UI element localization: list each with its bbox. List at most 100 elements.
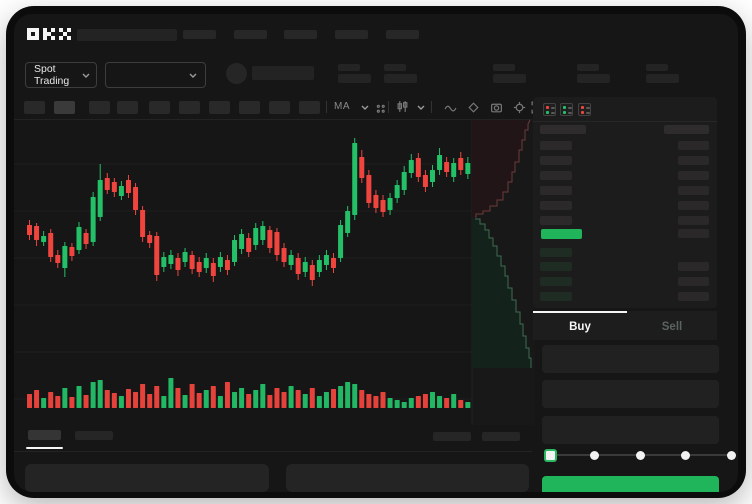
bottom-panel-skeleton bbox=[25, 464, 269, 492]
slider-stop[interactable] bbox=[636, 451, 645, 460]
orderbook-divider bbox=[533, 121, 717, 122]
nav-item-skeleton[interactable] bbox=[386, 30, 419, 39]
search-bar-skeleton[interactable] bbox=[77, 29, 177, 41]
timeframe-slot-skeleton[interactable] bbox=[299, 101, 320, 114]
bid-size-skeleton[interactable] bbox=[678, 277, 709, 286]
ask-size-skeleton[interactable] bbox=[678, 201, 709, 210]
order-total-input-skeleton[interactable] bbox=[542, 416, 719, 444]
instrument-name-skeleton bbox=[252, 66, 314, 80]
timeframe-slot-skeleton[interactable] bbox=[209, 101, 230, 114]
camera-icon[interactable] bbox=[490, 101, 503, 114]
section-divider bbox=[14, 451, 532, 452]
slider-stop[interactable] bbox=[590, 451, 599, 460]
ticker-stat-value-skeleton bbox=[577, 74, 610, 83]
ask-price-skeleton[interactable] bbox=[540, 141, 572, 150]
ask-size-skeleton[interactable] bbox=[678, 216, 709, 225]
ticker-stat-label-skeleton bbox=[384, 64, 406, 71]
settings-icon[interactable] bbox=[513, 101, 526, 114]
buy-submit-button[interactable] bbox=[542, 476, 719, 492]
bottom-panel-skeleton bbox=[286, 464, 529, 492]
ask-price-skeleton[interactable] bbox=[540, 171, 572, 180]
ask-price-skeleton[interactable] bbox=[540, 216, 572, 225]
app-surface: Spot Trading MA bbox=[14, 14, 738, 492]
toolbar-divider bbox=[14, 119, 532, 120]
nav-item-skeleton[interactable] bbox=[284, 30, 317, 39]
bid-size-skeleton[interactable] bbox=[678, 292, 709, 301]
ticker-stat-label-skeleton bbox=[493, 64, 515, 71]
ask-price-skeleton[interactable] bbox=[540, 156, 572, 165]
app-window: Spot Trading MA bbox=[6, 6, 746, 498]
ticker-stat-value-skeleton bbox=[646, 74, 679, 83]
gridlines bbox=[14, 163, 472, 400]
timeframe-slot-skeleton[interactable] bbox=[149, 101, 170, 114]
market-type-dropdown[interactable]: Spot Trading bbox=[25, 62, 97, 88]
sell-tab[interactable]: Sell bbox=[661, 320, 683, 333]
timeframe-slot-skeleton[interactable] bbox=[54, 101, 75, 114]
ask-size-skeleton[interactable] bbox=[678, 186, 709, 195]
ma-indicator-label[interactable]: MA bbox=[334, 101, 350, 112]
price-chart bbox=[14, 119, 535, 425]
last-price-size-skeleton[interactable] bbox=[678, 229, 709, 238]
ticker-stat-value-skeleton bbox=[493, 74, 526, 83]
nav-item-skeleton[interactable] bbox=[335, 30, 368, 39]
chart-option-skeleton[interactable] bbox=[482, 432, 520, 441]
chevron-down-icon bbox=[82, 73, 90, 78]
order-tab-bar bbox=[533, 311, 717, 340]
avatar[interactable] bbox=[226, 63, 247, 84]
ask-size-skeleton[interactable] bbox=[678, 141, 709, 150]
depth-asks bbox=[472, 119, 531, 218]
order-price-input-skeleton[interactable] bbox=[542, 345, 719, 373]
chevron-down-icon[interactable] bbox=[417, 105, 425, 110]
candle-style-icon[interactable] bbox=[396, 100, 409, 113]
nav-item-skeleton[interactable] bbox=[183, 30, 216, 39]
chevron-down-icon bbox=[189, 73, 197, 78]
slider-stop[interactable] bbox=[727, 451, 736, 460]
ask-price-skeleton[interactable] bbox=[540, 186, 572, 195]
ask-size-skeleton[interactable] bbox=[678, 156, 709, 165]
slider-handle[interactable] bbox=[544, 449, 557, 462]
depth-bids bbox=[472, 218, 532, 368]
chart-option-skeleton[interactable] bbox=[433, 432, 471, 441]
timeframe-slot-skeleton[interactable] bbox=[269, 101, 290, 114]
bid-price-skeleton[interactable] bbox=[540, 292, 572, 301]
ask-price-skeleton[interactable] bbox=[540, 201, 572, 210]
book-bids-view-icon[interactable] bbox=[560, 103, 573, 116]
bottom-tab-skeleton[interactable] bbox=[75, 431, 113, 440]
buy-tab-indicator bbox=[533, 311, 627, 313]
timeframe-slot-skeleton[interactable] bbox=[24, 101, 45, 114]
order-amount-input-skeleton[interactable] bbox=[542, 380, 719, 408]
bid-price-skeleton[interactable] bbox=[540, 248, 572, 257]
wave-icon[interactable] bbox=[444, 101, 457, 114]
bid-price-skeleton[interactable] bbox=[540, 262, 572, 271]
book-both-view-icon[interactable] bbox=[543, 103, 556, 116]
bottom-tab-skeleton-active[interactable] bbox=[28, 430, 61, 440]
volume-series bbox=[27, 378, 471, 408]
orderbook-header-skeleton bbox=[664, 125, 709, 134]
ticker-stat-label-skeleton bbox=[646, 64, 668, 71]
last-price-bar[interactable] bbox=[541, 229, 582, 239]
timeframe-slot-skeleton[interactable] bbox=[89, 101, 110, 114]
nav-item-skeleton[interactable] bbox=[234, 30, 267, 39]
market-type-label: Spot Trading bbox=[34, 63, 70, 87]
timeframe-slot-skeleton[interactable] bbox=[179, 101, 200, 114]
chevron-down-icon[interactable] bbox=[361, 105, 369, 110]
bid-size-skeleton[interactable] bbox=[678, 262, 709, 271]
timeframe-slot-skeleton[interactable] bbox=[117, 101, 138, 114]
timeframe-slot-skeleton[interactable] bbox=[239, 101, 260, 114]
candlestick-series bbox=[27, 138, 471, 286]
buy-tab[interactable]: Buy bbox=[569, 320, 591, 333]
ticker-stat-label-skeleton bbox=[577, 64, 599, 71]
eraser-icon[interactable] bbox=[467, 101, 480, 114]
ticker-stat-value-skeleton bbox=[338, 74, 371, 83]
pair-selector-dropdown[interactable] bbox=[105, 62, 206, 88]
okx-logo[interactable] bbox=[27, 27, 71, 41]
slider-stop[interactable] bbox=[681, 451, 690, 460]
book-asks-view-icon[interactable] bbox=[578, 103, 591, 116]
ticker-stat-label-skeleton bbox=[338, 64, 360, 71]
grid-dots-icon[interactable] bbox=[374, 102, 387, 115]
ticker-stat-value-skeleton bbox=[384, 74, 417, 83]
active-tab-underline bbox=[26, 447, 63, 449]
bid-price-skeleton[interactable] bbox=[540, 277, 572, 286]
ask-size-skeleton[interactable] bbox=[678, 171, 709, 180]
orderbook-header-skeleton bbox=[540, 125, 586, 134]
